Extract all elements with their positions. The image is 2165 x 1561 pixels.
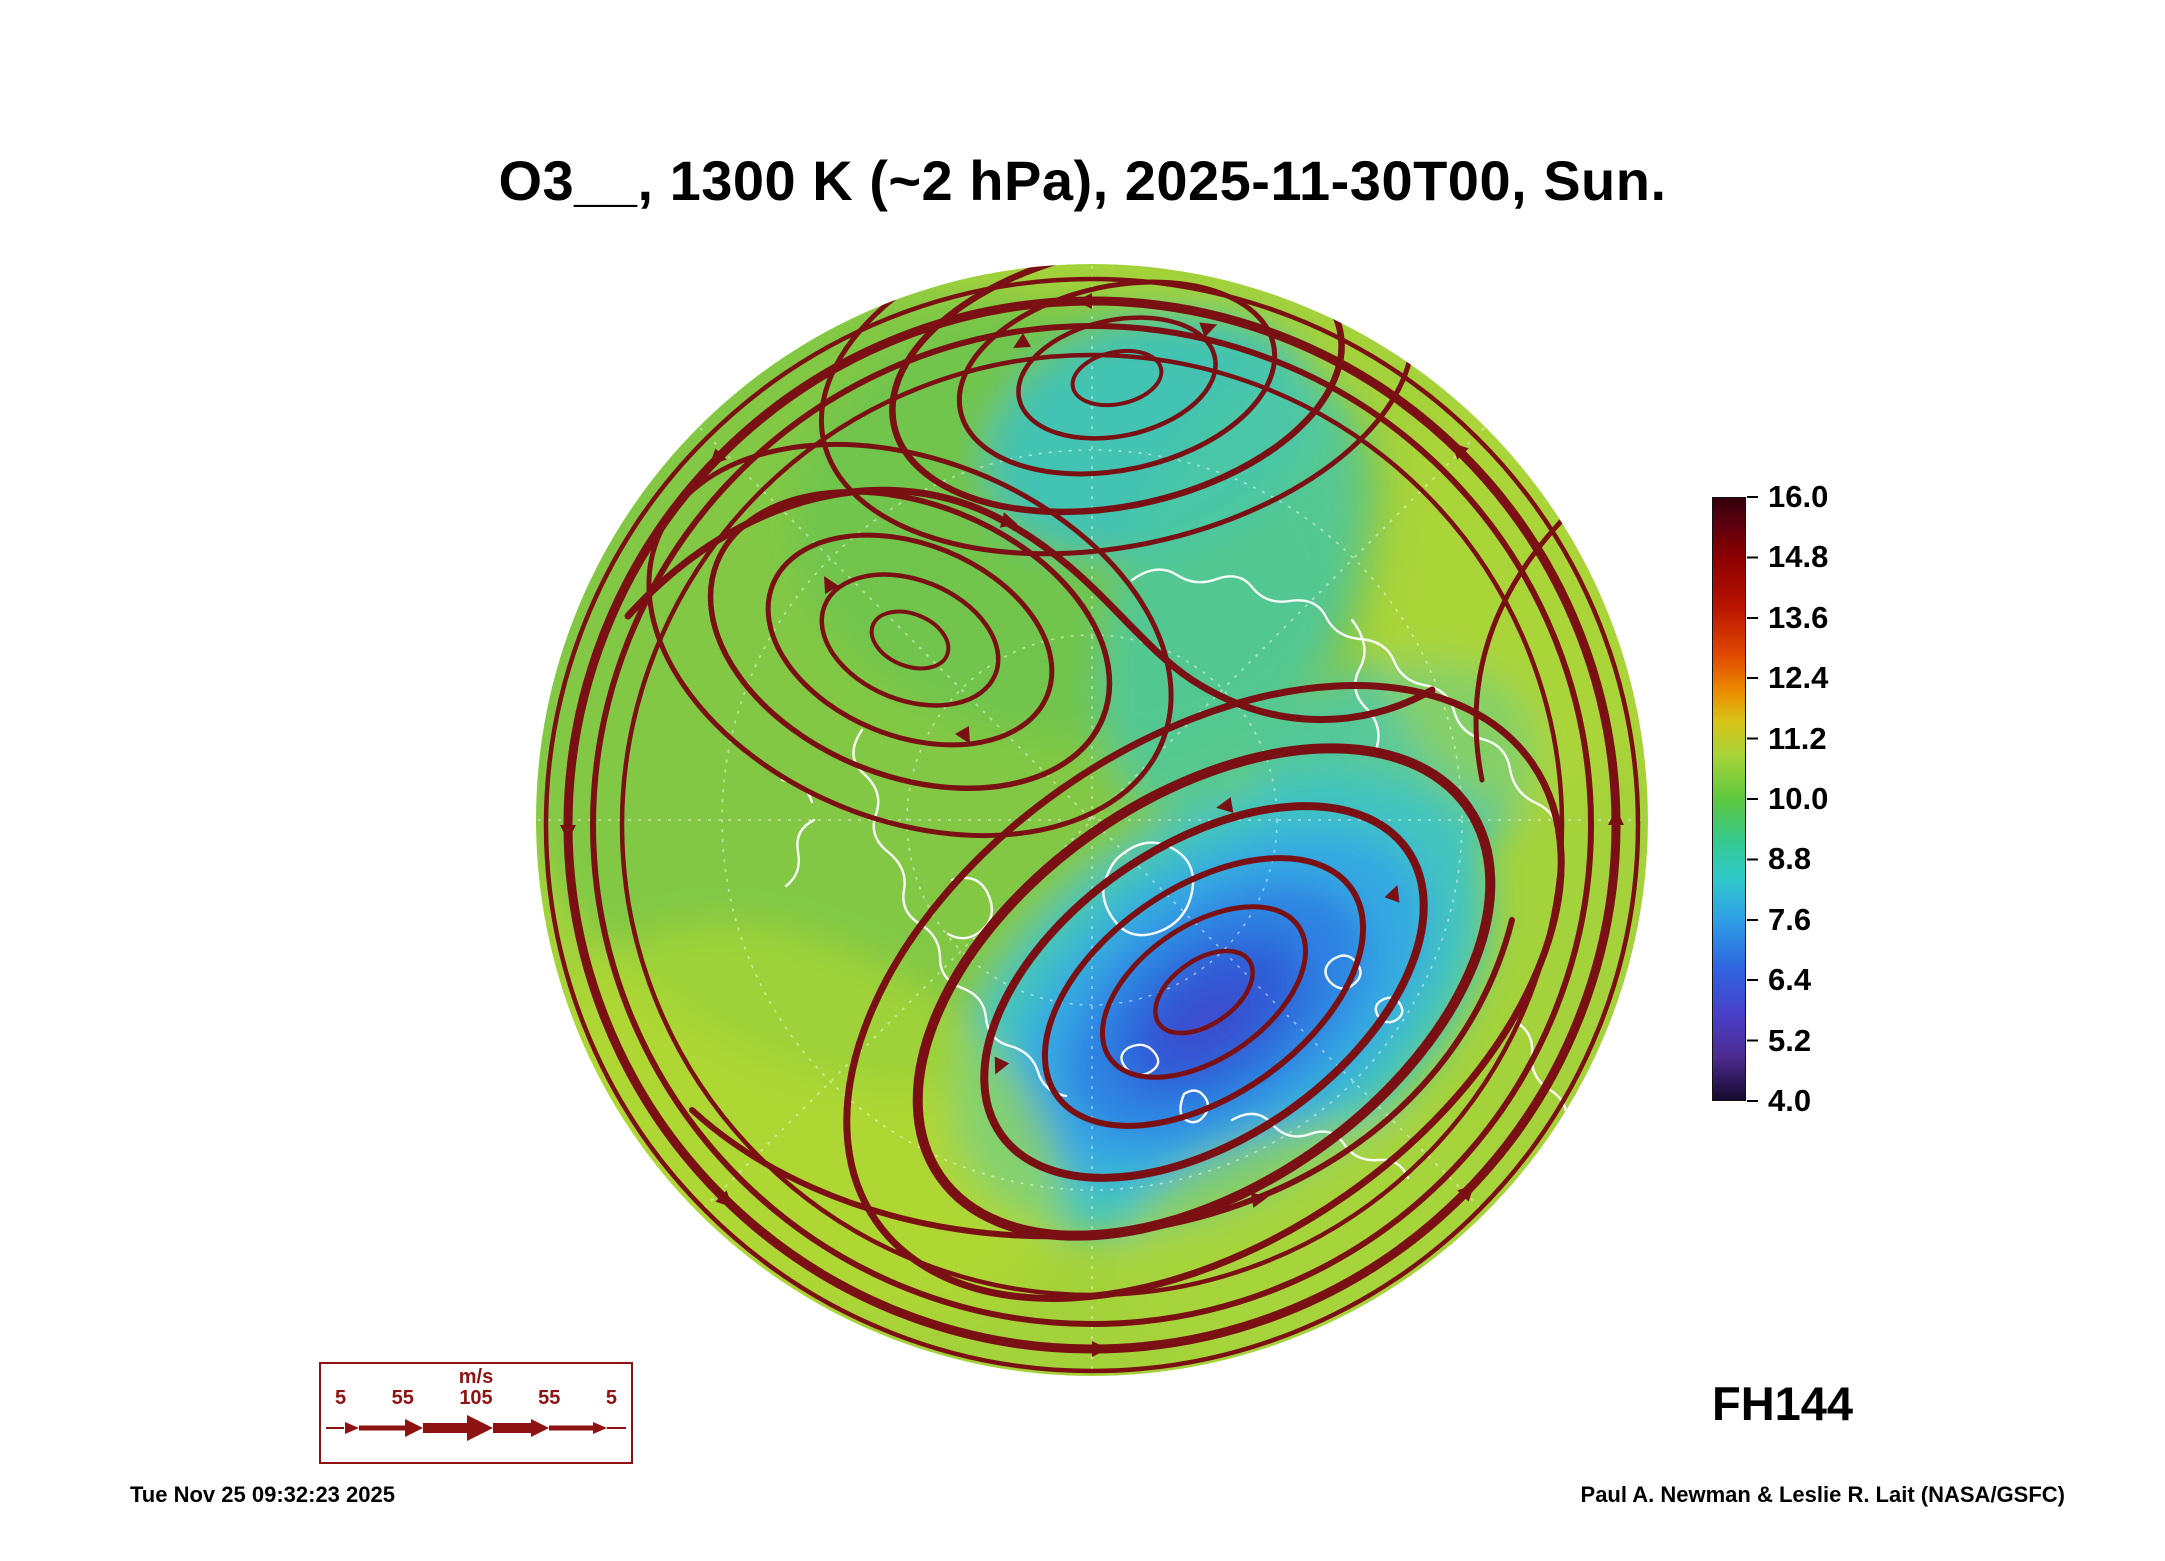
- colorbar-tick-label: 14.8: [1768, 539, 1829, 575]
- generation-timestamp: Tue Nov 25 09:32:23 2025: [130, 1482, 395, 1507]
- wind-speed-legend: m/s 5 55 105 55 5: [319, 1362, 633, 1464]
- ozone-field: [536, 264, 1648, 1376]
- wind-legend-value: 105: [459, 1387, 493, 1409]
- streamlines: [543, 264, 1641, 1374]
- colorbar-tick-label: 11.2: [1768, 720, 1827, 756]
- wind-legend-value: 5: [335, 1387, 347, 1409]
- colorbar-tick-label: 5.2: [1768, 1022, 1812, 1058]
- colorbar-tick-label: 8.8: [1768, 841, 1812, 877]
- forecast-hour-label: FH144: [1712, 1377, 1854, 1430]
- colorbar-tick-label: 12.4: [1768, 660, 1829, 696]
- colorbar-gradient: [1712, 497, 1746, 1101]
- plot-title: O3__, 1300 K (~2 hPa), 2025-11-30T00, Su…: [498, 149, 1667, 212]
- colorbar-tick-label: 4.0: [1768, 1082, 1812, 1118]
- colorbar-tick-label: 7.6: [1768, 901, 1812, 937]
- graticule: [538, 266, 1646, 1374]
- wind-scale-arrow: [326, 1415, 626, 1441]
- wind-legend-values: 5 55 105 55 5: [321, 1387, 631, 1409]
- credit-text: Paul A. Newman & Leslie R. Lait (NASA/GS…: [1580, 1482, 2065, 1507]
- colorbar-tick-label: 16.0: [1768, 479, 1829, 514]
- wind-legend-value: 5: [605, 1387, 617, 1409]
- colorbar-tick-label: 6.4: [1768, 962, 1812, 998]
- wind-arrowheads: [560, 293, 1624, 1357]
- hemisphere-map: [536, 264, 1648, 1376]
- colorbar-tick-label: 13.6: [1768, 599, 1829, 635]
- coastlines: [780, 568, 1568, 1180]
- wind-legend-unit: m/s: [458, 1366, 494, 1388]
- colorbar-tick-label: 10.0: [1768, 780, 1829, 816]
- wind-legend-value: 55: [391, 1387, 414, 1409]
- colorbar-labels: 16.0 14.8 13.6 12.4 11.2 10.0 8.8 7.6 6.…: [1768, 481, 1828, 1117]
- colorbar-tick-marks: [1747, 496, 1758, 1103]
- wind-legend-value: 55: [538, 1387, 561, 1409]
- hemisphere-map-container: [532, 260, 1652, 1380]
